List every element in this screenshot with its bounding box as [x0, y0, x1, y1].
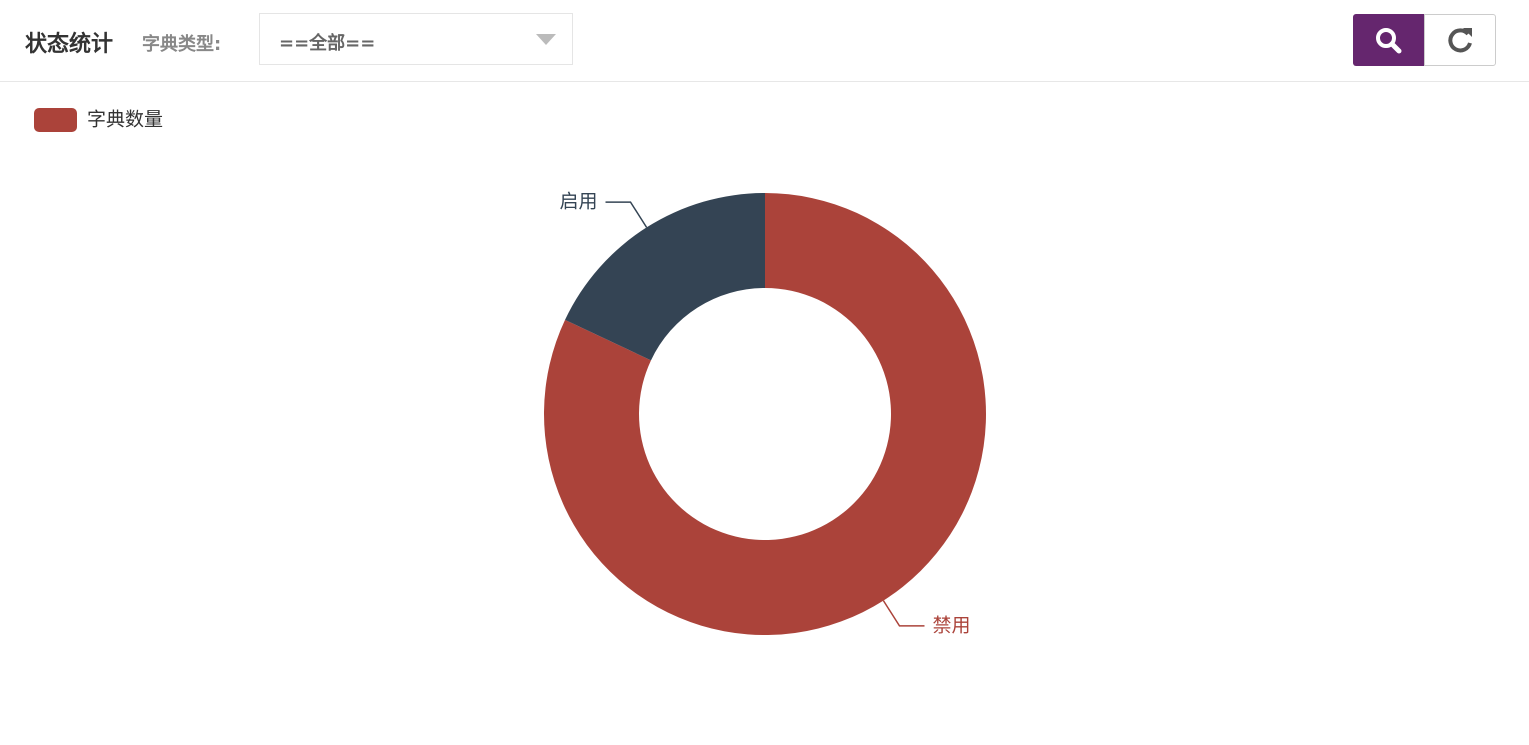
- slice-label: 启用: [559, 191, 597, 213]
- select-value: ==全部==: [279, 33, 376, 54]
- legend-label: 字典数量: [87, 109, 163, 131]
- reset-button[interactable]: [1424, 14, 1496, 66]
- type-select[interactable]: ==全部==: [259, 13, 573, 65]
- reset-icon: [1448, 28, 1472, 53]
- slice-label: 禁用: [932, 614, 970, 636]
- donut-slice: [543, 193, 987, 635]
- filter-label: 字典类型:: [142, 34, 222, 55]
- label-line: [605, 201, 648, 228]
- legend-swatch: [34, 108, 77, 132]
- donut-slice: [565, 193, 765, 361]
- label-line: [882, 600, 925, 627]
- caret-icon: [536, 34, 556, 45]
- search-icon: [1376, 28, 1402, 54]
- page-title: 状态统计: [25, 32, 114, 57]
- toolbar: 状态统计 字典类型: ==全部==: [0, 0, 1529, 82]
- search-button[interactable]: [1353, 14, 1425, 66]
